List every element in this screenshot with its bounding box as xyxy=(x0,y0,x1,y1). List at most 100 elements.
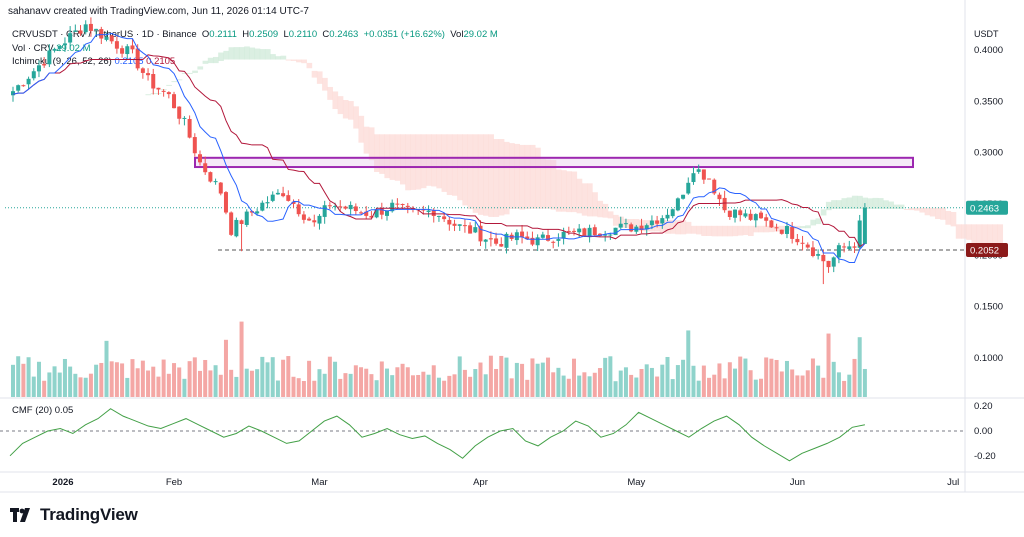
volume-bar xyxy=(821,377,826,397)
candle-body xyxy=(291,201,296,204)
volume-bar xyxy=(457,356,462,397)
cloud-segment xyxy=(748,225,754,237)
volume-bar xyxy=(587,376,592,397)
candle-body xyxy=(31,71,36,79)
volume-bar xyxy=(468,376,473,397)
candle-body xyxy=(395,203,400,205)
cloud-segment xyxy=(794,225,801,230)
volume-bar xyxy=(826,333,831,397)
cmf-line xyxy=(9,408,865,462)
candle-body xyxy=(821,254,826,262)
candle-body xyxy=(546,235,551,241)
volume-bar xyxy=(198,370,202,397)
candle-body xyxy=(779,229,784,234)
candle-body xyxy=(540,234,545,238)
candle-body xyxy=(572,230,576,232)
candle-body xyxy=(364,211,369,216)
candle-body xyxy=(795,238,800,243)
cloud-segment xyxy=(477,134,484,215)
cloud-segment xyxy=(509,143,515,209)
candle-body xyxy=(151,74,156,89)
cloud-segment xyxy=(825,201,832,211)
cmf-legend[interactable]: CMF (20) 0.05 xyxy=(12,405,73,416)
volume-bar xyxy=(514,362,519,397)
cloud-segment xyxy=(363,126,370,154)
volume-bar xyxy=(551,372,556,397)
volume-bar xyxy=(530,358,535,397)
candle-body xyxy=(436,215,441,217)
cloud-segment xyxy=(503,141,510,215)
volume-bar xyxy=(608,356,613,397)
volume-bar xyxy=(836,372,841,397)
candle-body xyxy=(743,213,748,217)
open-label: O xyxy=(201,29,210,40)
ichimoku-base-value: 0.2105 xyxy=(146,56,176,67)
volume-bar xyxy=(73,373,78,397)
candle-body xyxy=(317,215,322,224)
candle-body xyxy=(675,198,680,211)
cloud-segment xyxy=(555,169,562,212)
candle-body xyxy=(681,194,686,199)
tradingview-brand: TradingView xyxy=(10,505,138,525)
cloud-segment xyxy=(981,224,988,250)
candle-body xyxy=(520,231,525,237)
volume-bar xyxy=(114,362,119,397)
candle-body xyxy=(359,212,364,214)
cloud-segment xyxy=(935,207,941,220)
cloud-segment xyxy=(976,224,983,246)
cloud-segment xyxy=(181,72,188,74)
cloud-segment xyxy=(535,147,541,209)
volume-bar xyxy=(182,378,187,397)
volume-bar xyxy=(810,358,815,397)
candle-body xyxy=(457,224,462,226)
candle-body xyxy=(192,137,197,154)
volume-bar xyxy=(707,377,712,397)
volume-bar xyxy=(795,375,800,397)
cloud-segment xyxy=(441,134,448,192)
volume-bar xyxy=(597,368,602,397)
volume-bar xyxy=(426,374,431,397)
volume-bar xyxy=(592,372,597,397)
time-axis-label: Jul xyxy=(947,477,959,488)
volume-bar xyxy=(47,372,52,397)
volume-bar xyxy=(410,375,415,397)
candle-body xyxy=(405,205,410,207)
volume-legend[interactable]: Vol · CRV 29.02 M xyxy=(12,43,91,54)
volume-bar xyxy=(125,377,130,397)
cloud-segment xyxy=(722,225,728,237)
volume-bar xyxy=(831,361,836,397)
volume-bar xyxy=(52,366,57,397)
candle-body xyxy=(462,225,467,227)
cloud-segment xyxy=(815,218,822,225)
high-label: H xyxy=(242,29,250,40)
candle-body xyxy=(857,220,862,248)
volume-bar xyxy=(784,360,789,397)
cloud-segment xyxy=(431,134,437,187)
volume-bar xyxy=(338,378,343,397)
volume-bar xyxy=(218,374,223,397)
volume-bar xyxy=(312,380,317,397)
cloud-segment xyxy=(410,134,417,190)
volume-bar xyxy=(431,365,436,397)
candle-body xyxy=(26,78,31,85)
candle-body xyxy=(442,216,447,220)
cloud-segment xyxy=(446,134,453,196)
ichimoku-legend[interactable]: Ichimoku (9, 26, 52, 26) 0.2105 0.2105 xyxy=(12,56,175,67)
cloud-segment xyxy=(971,224,978,246)
time-axis-label: Jun xyxy=(790,477,805,488)
cloud-segment xyxy=(405,134,411,191)
time-axis-label: Apr xyxy=(473,477,488,488)
candle-body xyxy=(592,227,597,236)
candle-body xyxy=(198,154,202,163)
cloud-segment xyxy=(337,96,344,115)
candle-body xyxy=(83,24,88,33)
candle-body xyxy=(307,218,312,221)
cloud-segment xyxy=(498,139,505,216)
candle-body xyxy=(213,181,218,183)
volume-bar xyxy=(520,363,525,397)
candle-body xyxy=(561,231,566,239)
cloud-segment xyxy=(249,47,256,60)
volume-bar xyxy=(582,372,587,397)
volume-bar xyxy=(151,366,156,397)
